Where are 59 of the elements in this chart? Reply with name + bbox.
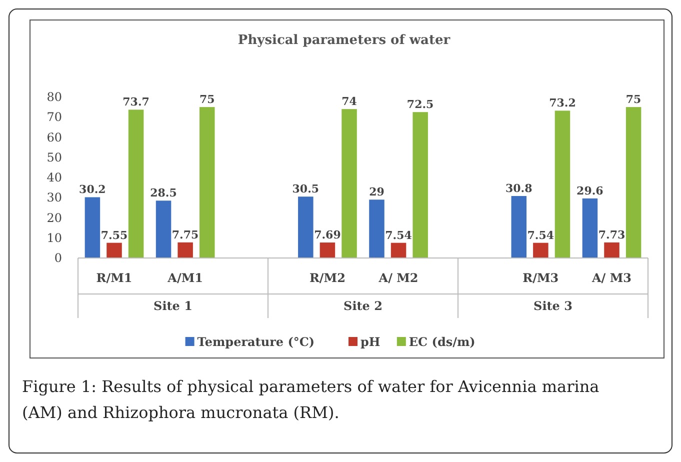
data-label: 30.2 bbox=[79, 183, 106, 196]
text: Site 1 bbox=[154, 299, 192, 313]
legend-label: pH bbox=[360, 335, 380, 349]
x-tick-label: R/M1 bbox=[96, 271, 132, 285]
y-tick-label: 0 bbox=[54, 251, 62, 265]
data-label: 75 bbox=[199, 93, 215, 106]
data-label: 73.2 bbox=[549, 96, 576, 110]
y-tick-label: 40 bbox=[46, 170, 62, 184]
bar bbox=[342, 109, 357, 258]
data-label: 29 bbox=[369, 186, 384, 199]
y-tick-label: 20 bbox=[46, 210, 62, 225]
caption: Figure 1: Results of physical parameters of water for Avicennia marina (AM) and Rhizophora mucronata (RM). bbox=[22, 377, 600, 422]
bar bbox=[156, 200, 172, 258]
bar bbox=[533, 242, 548, 258]
x-tick-label: A/ M3 bbox=[590, 271, 632, 285]
bar bbox=[554, 110, 570, 258]
bar bbox=[369, 200, 384, 258]
data-label: 7.54 bbox=[527, 228, 554, 242]
bar bbox=[604, 242, 620, 258]
bar bbox=[128, 110, 144, 258]
bar bbox=[298, 196, 314, 258]
x-tick-label: A/ M2 bbox=[378, 271, 418, 285]
legend-label: Temperature (°C) bbox=[197, 335, 315, 349]
y-tick-label: 80 bbox=[46, 90, 62, 104]
data-label: 7.73 bbox=[598, 228, 626, 242]
bar bbox=[626, 107, 642, 258]
data-label: 7.55 bbox=[100, 228, 128, 242]
x-tick-label: A/M1 bbox=[166, 271, 203, 285]
y-tick-label: 10 bbox=[46, 230, 62, 245]
text: Site 3 bbox=[534, 299, 572, 313]
y-tick-label: 50 bbox=[46, 150, 62, 164]
y-tick-label: 60 bbox=[46, 130, 62, 144]
y-tick-label: 30 bbox=[46, 190, 62, 205]
data-label: 74 bbox=[342, 95, 358, 108]
data-label: 75 bbox=[626, 93, 642, 106]
data-label: 73.7 bbox=[122, 96, 150, 109]
bar bbox=[199, 107, 215, 258]
bar bbox=[106, 242, 122, 258]
bar bbox=[178, 242, 193, 258]
data-label: 29.6 bbox=[576, 184, 604, 198]
data-label: 72.5 bbox=[406, 98, 434, 112]
data-label: 30.8 bbox=[505, 182, 533, 196]
bar bbox=[390, 242, 406, 258]
x-tick-label: R/M3 bbox=[522, 271, 559, 285]
data-label: 7.54 bbox=[385, 228, 412, 242]
y-tick-label: 70 bbox=[46, 110, 62, 124]
bar bbox=[582, 198, 598, 258]
x-tick-label: R/M2 bbox=[309, 271, 346, 285]
data-label: 7.69 bbox=[314, 228, 341, 242]
bar bbox=[511, 196, 527, 258]
bar bbox=[320, 242, 336, 258]
data-label: 28.5 bbox=[150, 186, 177, 200]
chart-title: Physical parameters of water bbox=[238, 33, 450, 48]
bar bbox=[84, 197, 100, 258]
text: Site 2 bbox=[344, 299, 382, 313]
legend-label: EC (ds/m) bbox=[408, 335, 476, 349]
bar bbox=[412, 112, 428, 258]
data-label: 7.75 bbox=[172, 228, 199, 242]
data-label: 30.5 bbox=[292, 182, 320, 196]
